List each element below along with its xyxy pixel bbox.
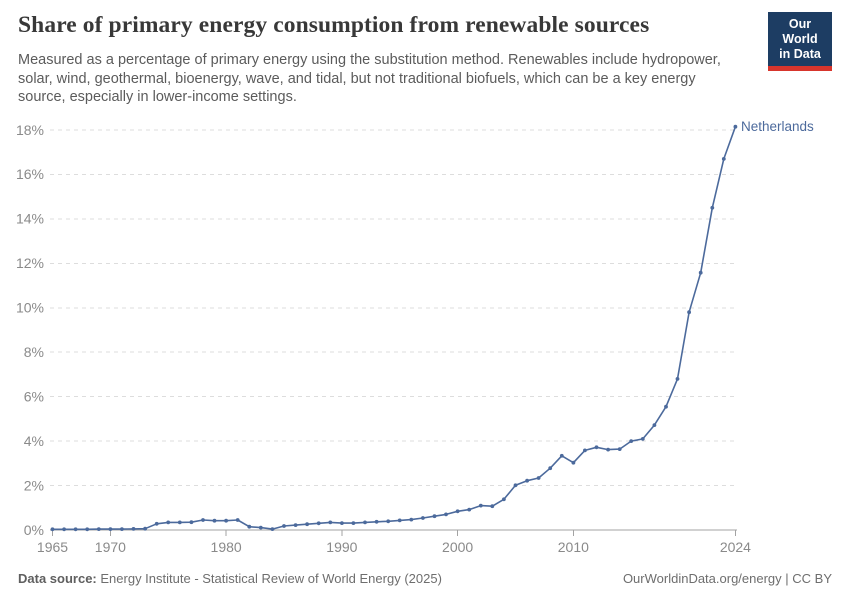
data-source-value: Energy Institute - Statistical Review of…: [100, 571, 442, 586]
data-point[interactable]: [617, 447, 622, 451]
data-point[interactable]: [108, 527, 113, 531]
y-axis: 0% 2% 4% 6% 8% 10% 12% 14% 16% 18%: [16, 122, 737, 538]
data-point[interactable]: [687, 310, 691, 315]
data-point[interactable]: [513, 483, 518, 488]
data-point[interactable]: [594, 445, 599, 450]
y-tick-label: 16%: [16, 166, 44, 182]
data-point[interactable]: [316, 521, 321, 526]
y-tick-label: 14%: [16, 211, 44, 227]
data-source-label: Data source:: [18, 571, 97, 586]
data-point[interactable]: [270, 527, 275, 531]
data-point[interactable]: [166, 520, 171, 525]
x-tick-label: 1965: [37, 539, 68, 555]
data-point[interactable]: [444, 512, 448, 517]
data-point[interactable]: [293, 523, 298, 527]
data-point[interactable]: [664, 404, 668, 409]
data-point[interactable]: [212, 518, 217, 523]
data-point[interactable]: [120, 527, 124, 531]
y-tick-label: 2%: [24, 477, 44, 493]
data-point[interactable]: [455, 509, 460, 514]
entity-label[interactable]: Netherlands: [741, 119, 814, 134]
x-tick-label: 1970: [95, 539, 126, 555]
data-point[interactable]: [721, 157, 726, 161]
y-tick-label: 6%: [24, 388, 44, 404]
y-tick-label: 10%: [16, 300, 44, 316]
data-point[interactable]: [583, 448, 587, 453]
y-tick-label: 18%: [16, 122, 44, 138]
data-point[interactable]: [305, 522, 309, 527]
data-point[interactable]: [73, 527, 78, 532]
data-point[interactable]: [536, 476, 541, 480]
y-tick-label: 12%: [16, 255, 44, 271]
data-point[interactable]: [154, 521, 159, 526]
data-point[interactable]: [525, 478, 529, 483]
data-point[interactable]: [409, 517, 414, 522]
data-point[interactable]: [710, 205, 715, 210]
data-point[interactable]: [50, 527, 55, 532]
data-point[interactable]: [143, 526, 148, 531]
data-point[interactable]: [282, 524, 286, 528]
data-point[interactable]: [340, 521, 344, 525]
y-tick-label: 4%: [24, 433, 44, 449]
owid-logo-red-bar: [768, 66, 832, 71]
data-point[interactable]: [201, 518, 205, 522]
owid-logo-text: Our World in Data: [768, 12, 832, 66]
owid-logo[interactable]: Our World in Data: [768, 12, 832, 71]
data-point[interactable]: [432, 514, 437, 519]
data-point[interactable]: [62, 527, 66, 532]
y-tick-label: 8%: [24, 344, 44, 360]
data-point[interactable]: [640, 437, 645, 441]
data-point[interactable]: [397, 518, 402, 523]
data-point[interactable]: [478, 503, 483, 508]
data-point[interactable]: [421, 516, 425, 520]
data-point[interactable]: [96, 527, 101, 531]
x-axis: 1965 1970 1980 1990 2000 2010 2024: [37, 530, 751, 555]
series-line[interactable]: [52, 126, 737, 531]
data-point[interactable]: [559, 453, 564, 458]
x-tick-label: 1990: [326, 539, 357, 555]
data-point[interactable]: [374, 519, 379, 524]
series-netherlands[interactable]: [50, 124, 738, 532]
data-point[interactable]: [675, 377, 680, 381]
data-point[interactable]: [189, 520, 194, 525]
x-tick-label: 2000: [442, 539, 473, 555]
data-point[interactable]: [467, 507, 472, 512]
data-point[interactable]: [247, 524, 252, 529]
data-source: Data source: Energy Institute - Statisti…: [18, 571, 442, 586]
data-point[interactable]: [652, 423, 657, 427]
x-tick-label: 2010: [558, 539, 589, 555]
data-point[interactable]: [629, 439, 634, 443]
data-point[interactable]: [386, 519, 391, 524]
subtitle-line: Measured as a percentage of primary ener…: [18, 52, 721, 68]
data-point[interactable]: [328, 520, 333, 525]
data-point[interactable]: [363, 520, 367, 525]
data-point[interactable]: [490, 504, 495, 509]
data-point[interactable]: [224, 518, 229, 523]
data-point[interactable]: [502, 497, 506, 502]
data-point[interactable]: [606, 447, 610, 452]
data-point[interactable]: [85, 527, 90, 532]
x-tick-label: 1980: [211, 539, 242, 555]
data-point[interactable]: [571, 460, 576, 465]
x-tick-label: 2024: [720, 539, 751, 555]
chart-subtitle: Measured as a percentage of primary ener…: [18, 51, 721, 107]
y-tick-label: 0%: [24, 522, 44, 538]
data-point[interactable]: [177, 520, 182, 525]
page-title: Share of primary energy consumption from…: [18, 12, 650, 38]
data-point[interactable]: [548, 466, 553, 471]
data-point[interactable]: [698, 270, 703, 275]
data-point[interactable]: [733, 124, 738, 129]
subtitle-line: source, especially in lower-income setti…: [18, 89, 297, 106]
data-point[interactable]: [351, 521, 356, 525]
data-point[interactable]: [258, 525, 263, 530]
subtitle-line: solar, wind, geothermal, bioenergy, wave…: [18, 70, 696, 87]
data-point[interactable]: [131, 527, 136, 531]
data-point[interactable]: [235, 518, 240, 522]
credit-link[interactable]: OurWorldinData.org/energy | CC BY: [622, 571, 832, 586]
